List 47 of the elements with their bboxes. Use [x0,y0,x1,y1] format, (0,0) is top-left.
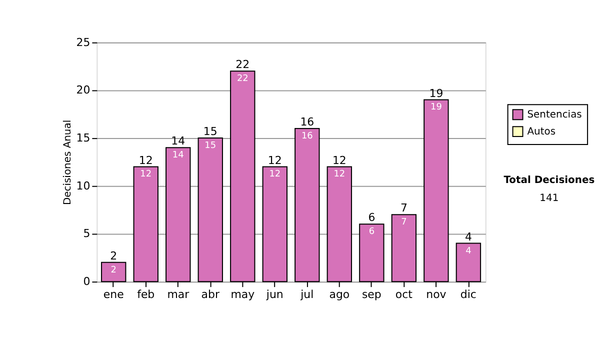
y-tick-label: 0 [83,275,90,288]
total-label: 7 [400,202,408,215]
data-label: 4 [466,246,472,256]
total-label: 16 [300,115,314,128]
legend-label: Autos [527,126,556,138]
x-tick-label: may [230,288,256,302]
data-label: 2 [110,265,116,276]
y-axis-title: Decisiones Anual [62,120,74,206]
total-label: 19 [429,86,444,100]
total-label: 12 [332,154,346,167]
y-tick-label: 5 [83,227,90,240]
y-tick-label: 20 [76,84,90,97]
y-tick-label: 15 [76,132,90,145]
x-tick-label: nov [426,288,447,302]
y-tick-label: 25 [76,36,90,49]
data-label: 6 [368,227,375,238]
x-tick-label: sep [362,288,382,302]
text: Total Decisiones [504,174,595,186]
x-tick-label: jun [265,288,284,302]
data-label: 12 [334,170,346,180]
x-tick-label: abr [201,288,220,302]
total-label: 15 [203,125,218,138]
total-label: 6 [368,211,376,224]
x-tick-label: jul [300,288,314,302]
x-tick-label: feb [137,288,155,302]
data-label: 19 [430,102,442,113]
total-label: 12 [138,154,153,167]
x-tick-label: oct [395,288,414,302]
data-label: 15 [204,141,216,152]
x-tick-label: ago [329,288,350,302]
total-label: 12 [268,154,282,167]
text: 141 [540,192,559,204]
x-tick-label: ene [103,288,124,302]
data-label: 22 [236,74,248,84]
data-label: 14 [172,150,184,161]
legend-label: Sentencias [527,110,582,121]
total-label: 4 [464,230,472,244]
total-label: 2 [110,249,118,262]
data-label: 16 [301,131,314,142]
data-label: 12 [140,170,152,180]
x-tick-label: mar [167,288,190,302]
x-tick-label: dic [460,288,476,302]
total-label: 22 [236,58,250,72]
y-tick-label: 10 [76,179,90,192]
data-label: 7 [401,218,407,228]
data-label: 12 [269,170,281,180]
total-label: 14 [171,134,186,148]
